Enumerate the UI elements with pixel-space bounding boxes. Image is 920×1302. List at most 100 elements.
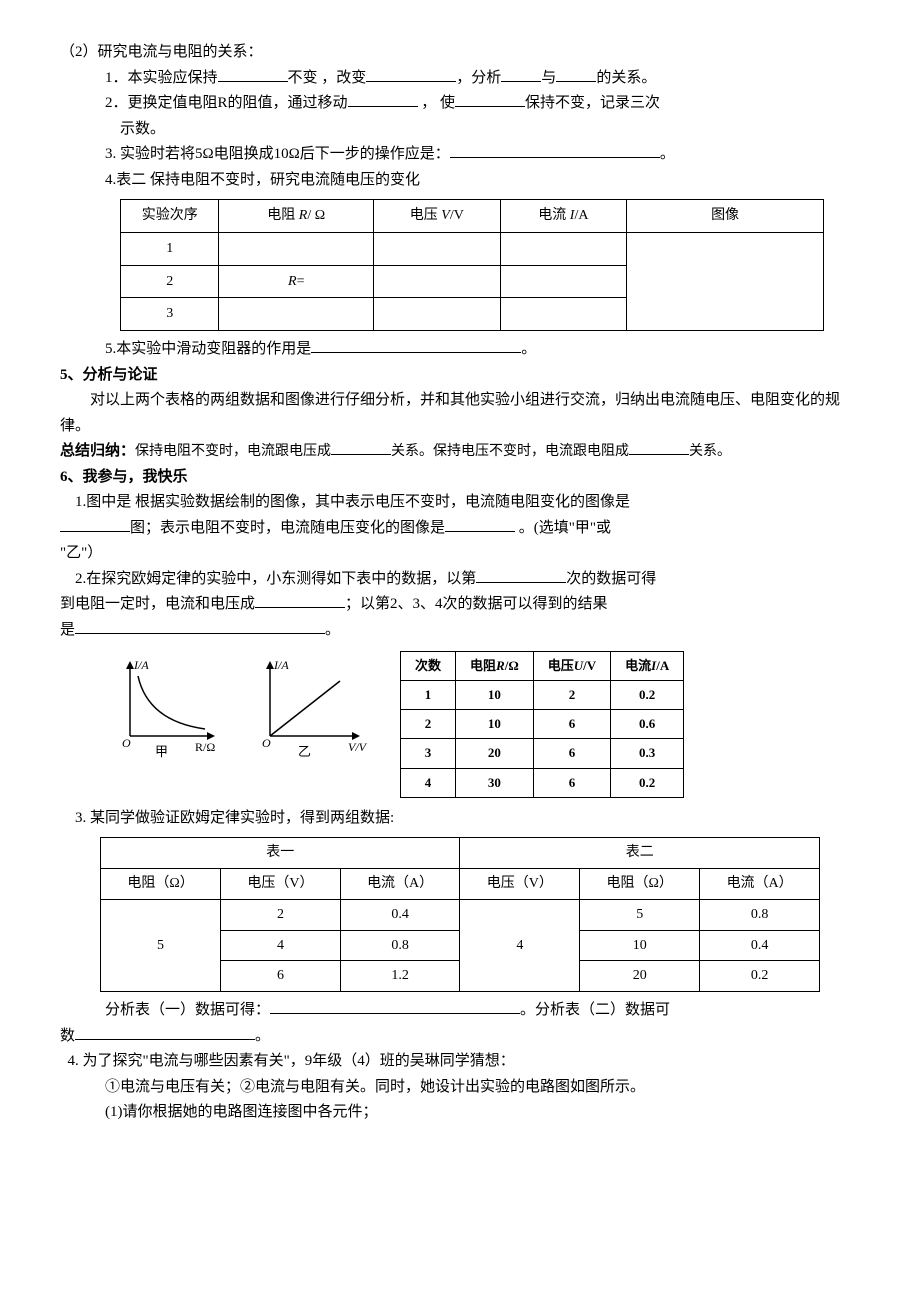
text: 与 [541,70,556,86]
td: 0.3 [611,739,684,768]
text: /A [574,208,588,223]
th: 电压U/V [533,652,610,681]
q4c: (1)请你根据她的电路图连接图中各元件； [60,1100,860,1126]
text: 3. 实验时若将5Ω电阻换成10Ω后下一步的操作应是： [105,146,450,162]
text: 。 [521,341,536,357]
text: 分析表（一）数据可得： [105,1002,270,1018]
sec2-line3: 3. 实验时若将5Ω电阻换成10Ω后下一步的操作应是： 。 [60,142,860,168]
blank [331,439,391,455]
text: 。 [325,622,340,638]
q2: 2.在探究欧姆定律的实验中，小东测得如下表中的数据，以第次的数据可得 [60,567,860,593]
blank [445,516,515,532]
td: R= [219,265,374,298]
svg-text:V/V: V/V [348,740,368,754]
q4b: ①电流与电压有关；②电流与电阻有关。同时，她设计出实验的电路图如图所示。 [60,1075,860,1101]
td: 6 [533,768,610,797]
blank [366,66,456,82]
q4a: 4. 为了探究"电流与哪些因素有关"，9年级（4）班的吴琳同学猜想： [60,1049,860,1075]
blank [270,998,520,1014]
section-5: 5、分析与论证 对以上两个表格的两组数据和图像进行仔细分析，并和其他实验小组进行… [60,363,860,465]
td [374,298,501,331]
td: 6 [533,739,610,768]
table-row: 5 2 0.4 4 5 0.8 [101,899,820,930]
th: 电压（V） [221,868,341,899]
text: 1．本实验应保持 [105,70,218,86]
table-row: 21060.6 [401,710,684,739]
graph-jia: I/A O R/Ω 甲 [122,658,215,759]
table-row: 次数 电阻R/Ω 电压U/V 电流I/A [401,652,684,681]
td: 2 [401,710,456,739]
td: 3 [401,739,456,768]
text: 。 [255,1028,270,1044]
text: /V [450,208,464,223]
blank [75,1024,255,1040]
th: 实验次序 [121,200,219,233]
text: 。(选填"甲"或 [515,520,611,536]
td: 6 [533,710,610,739]
text: 电压 [410,208,442,223]
td: 0.4 [340,899,460,930]
section-2: （2）研究电流与电阻的关系： 1．本实验应保持不变 ，改变，分析与的关系。 2．… [60,40,860,363]
text: 关系。保持电压不变时，电流跟电阻成 [391,444,629,459]
td-image [627,232,824,330]
th: 电压（V） [460,868,580,899]
th: 图像 [627,200,824,233]
td: 10 [580,930,700,961]
table-row: 43060.2 [401,768,684,797]
blank [218,66,288,82]
text: = [297,274,305,289]
blank [348,91,418,107]
td: 10 [456,681,534,710]
td [374,232,501,265]
graph-svg: I/A O R/Ω 甲 I/A O V/V 乙 [100,651,380,761]
graphs-and-table: I/A O R/Ω 甲 I/A O V/V 乙 [60,651,860,797]
text: 图；表示电阻不变时，电流随电压变化的图像是 [130,520,445,536]
table-row: 11020.2 [401,681,684,710]
td: 4 [221,930,341,961]
th: 表一 [101,838,460,869]
text: ， 使 [418,95,456,111]
td: 30 [456,768,534,797]
svg-text:I/A: I/A [133,658,149,672]
td [374,265,501,298]
svg-text:乙: 乙 [298,744,311,759]
table-header-row: 实验次序 电阻 R/ Ω 电压 V/V 电流 I/A 图像 [121,200,824,233]
sec5-para: 对以上两个表格的两组数据和图像进行仔细分析，并和其他实验小组进行交流，归纳出电流… [60,388,860,439]
text: V [441,208,450,223]
blank [455,91,525,107]
text: 2．更换定值电阻R的阻值，通过移动 [105,95,348,111]
td: 0.2 [700,961,820,992]
th: 电阻R/Ω [456,652,534,681]
blank [60,516,130,532]
td: 4 [460,899,580,991]
blank [556,66,596,82]
q3: 3. 某同学做验证欧姆定律实验时，得到两组数据: [60,806,860,832]
sec2-title: （2）研究电流与电阻的关系： [60,40,860,66]
blank [476,567,566,583]
th: 次数 [401,652,456,681]
td: 0.8 [700,899,820,930]
th: 电流I/A [611,652,684,681]
q1-cont: 图；表示电阻不变时，电流随电压变化的图像是 。(选填"甲"或 [60,516,860,542]
table-row: 表一 表二 [101,838,820,869]
sec5-title: 5、分析与论证 [60,363,860,389]
sec2-line1: 1．本实验应保持不变 ，改变，分析与的关系。 [60,66,860,92]
text: 。 [660,146,675,162]
table-experiment: 实验次序 电阻 R/ Ω 电压 V/V 电流 I/A 图像 1 2 R= 3 [120,199,824,331]
graph-yi: I/A O V/V 乙 [262,658,368,759]
td [500,298,627,331]
text: 的关系。 [596,70,656,86]
td: 0.2 [611,681,684,710]
td: 4 [401,768,456,797]
text: R [288,274,297,289]
q1: 1.图中是 根据实验数据绘制的图像，其中表示电压不变时，电流随电阻变化的图像是 [60,490,860,516]
th: 电阻（Ω） [101,868,221,899]
td: 20 [580,961,700,992]
blank [75,618,325,634]
th: 电流 I/A [500,200,627,233]
td [219,298,374,331]
svg-text:甲: 甲 [155,744,168,759]
q2-cont: 到电阻一定时，电流和电压成；以第2、3、4次的数据可以得到的结果 [60,592,860,618]
td: 10 [456,710,534,739]
svg-text:I/A: I/A [273,658,289,672]
